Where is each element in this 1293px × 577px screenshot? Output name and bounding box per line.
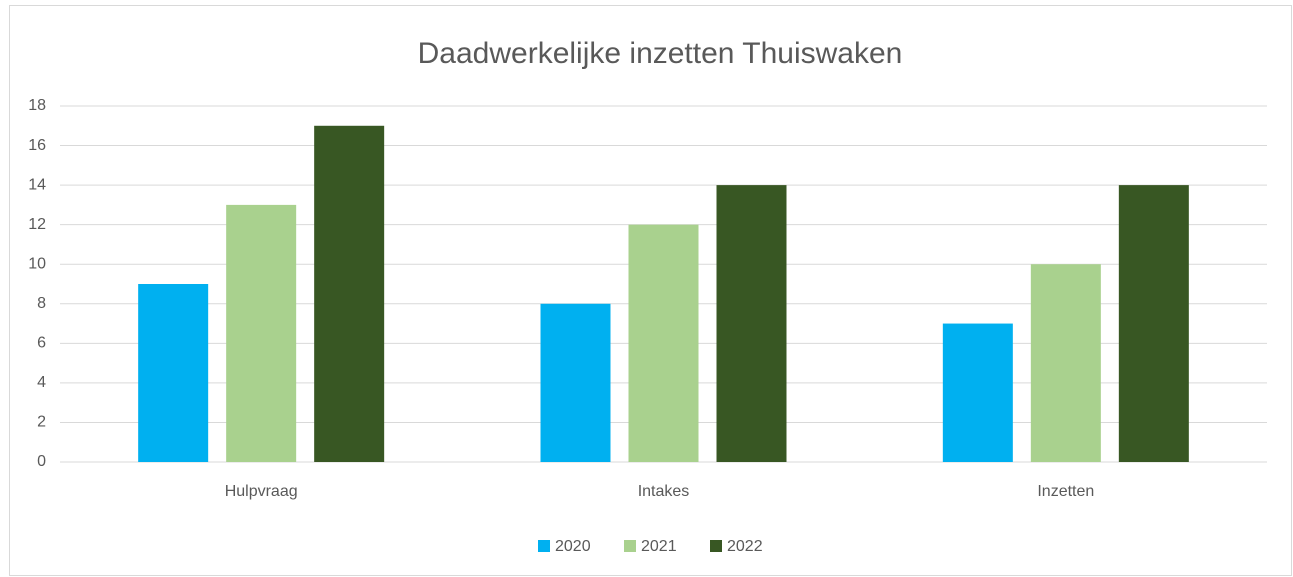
y-tick-label: 10 [28,255,46,272]
bar [314,125,385,463]
legend-swatch [710,540,722,552]
bar [942,323,1013,462]
y-tick-label: 6 [37,335,46,352]
bar [716,185,787,462]
bar [226,204,297,462]
y-tick-label: 0 [37,453,46,470]
bar [540,303,611,462]
legend-swatch [624,540,636,552]
y-tick-label: 18 [28,97,46,114]
x-tick-label: Hulpvraag [225,483,298,500]
bar [138,284,209,462]
y-tick-label: 12 [28,216,46,233]
y-tick-label: 16 [28,137,46,154]
y-tick-label: 14 [28,176,46,193]
bar [628,224,699,462]
x-tick-label: Intakes [638,483,690,500]
legend-swatch [538,540,550,552]
legend-label: 2021 [641,538,677,555]
bar [1030,264,1101,462]
chart-title: Daadwerkelijke inzetten Thuiswaken [418,37,903,70]
y-tick-label: 8 [37,295,46,312]
x-tick-label: Inzetten [1037,483,1094,500]
y-tick-label: 2 [37,414,46,431]
legend-label: 2022 [727,538,763,555]
bar [1118,185,1189,462]
legend-label: 2020 [555,538,591,555]
y-tick-label: 4 [37,374,46,391]
